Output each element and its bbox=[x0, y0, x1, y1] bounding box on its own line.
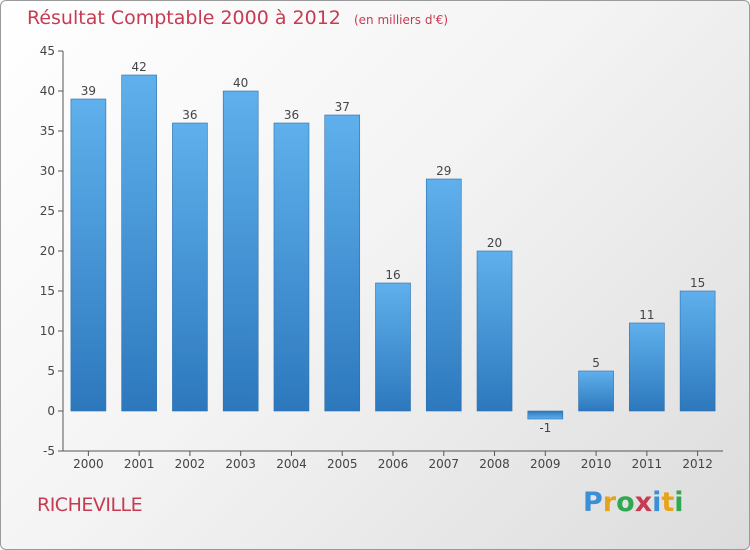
data-label: 36 bbox=[284, 108, 299, 122]
bar bbox=[324, 114, 361, 412]
y-tick-label: 15 bbox=[40, 284, 55, 298]
commune-name: RICHEVILLE bbox=[37, 494, 143, 516]
bar bbox=[222, 90, 259, 412]
y-tick-label: 0 bbox=[47, 404, 55, 418]
bar bbox=[527, 410, 564, 420]
bar bbox=[629, 322, 665, 412]
bar bbox=[70, 98, 107, 412]
chart-title: Résultat Comptable 2000 à 2012 bbox=[27, 7, 341, 29]
x-tick-label: 2005 bbox=[327, 457, 358, 471]
data-label: 29 bbox=[436, 164, 451, 178]
x-tick-label: 2010 bbox=[581, 457, 612, 471]
data-label: -1 bbox=[539, 421, 551, 435]
logo-letter: t bbox=[661, 487, 675, 518]
data-label: 37 bbox=[335, 100, 350, 114]
bar bbox=[273, 122, 310, 412]
y-tick-label: 5 bbox=[47, 364, 55, 378]
data-label: 5 bbox=[592, 356, 600, 370]
bar bbox=[172, 122, 208, 412]
x-tick-label: 2012 bbox=[682, 457, 713, 471]
x-tick-label: 2007 bbox=[428, 457, 459, 471]
bar bbox=[578, 370, 614, 412]
bar bbox=[679, 290, 716, 412]
bar bbox=[375, 282, 411, 412]
chart-title-block: Résultat Comptable 2000 à 2012 (en milli… bbox=[27, 7, 448, 29]
logo-letter: i bbox=[652, 487, 662, 518]
y-tick-label: 40 bbox=[40, 84, 55, 98]
y-tick-label: 20 bbox=[40, 244, 55, 258]
y-tick-label: -5 bbox=[43, 444, 55, 458]
bar bbox=[476, 250, 513, 412]
data-label: 42 bbox=[132, 60, 147, 74]
data-label: 36 bbox=[182, 108, 197, 122]
x-tick-label: 2011 bbox=[632, 457, 663, 471]
y-tick-label: 25 bbox=[40, 204, 55, 218]
logo-letter: i bbox=[674, 487, 684, 518]
data-label: 11 bbox=[639, 308, 654, 322]
x-tick-label: 2001 bbox=[124, 457, 155, 471]
logo-letter: r bbox=[602, 487, 617, 518]
data-label: 16 bbox=[385, 268, 400, 282]
x-tick-label: 2004 bbox=[276, 457, 307, 471]
x-tick-label: 2003 bbox=[225, 457, 256, 471]
logo-letter: P bbox=[583, 487, 603, 518]
data-label: 20 bbox=[487, 236, 502, 250]
proxiti-logo: Proxiti bbox=[583, 487, 684, 518]
x-tick-label: 2008 bbox=[479, 457, 510, 471]
chart-subtitle: (en milliers d'€) bbox=[353, 13, 449, 27]
y-tick-label: 30 bbox=[40, 164, 55, 178]
data-label: 40 bbox=[233, 76, 248, 90]
y-tick-label: 10 bbox=[40, 324, 55, 338]
x-tick-label: 2009 bbox=[530, 457, 561, 471]
y-tick-label: 35 bbox=[40, 124, 55, 138]
logo-letter: x bbox=[634, 487, 653, 518]
x-tick-label: 2006 bbox=[378, 457, 409, 471]
data-label: 15 bbox=[690, 276, 705, 290]
x-tick-label: 2002 bbox=[175, 457, 206, 471]
data-label: 39 bbox=[81, 84, 96, 98]
logo-letter: o bbox=[616, 487, 635, 518]
bar bbox=[121, 74, 157, 412]
bar bbox=[425, 178, 462, 412]
y-tick-label: 45 bbox=[40, 44, 55, 58]
x-tick-label: 2000 bbox=[73, 457, 104, 471]
